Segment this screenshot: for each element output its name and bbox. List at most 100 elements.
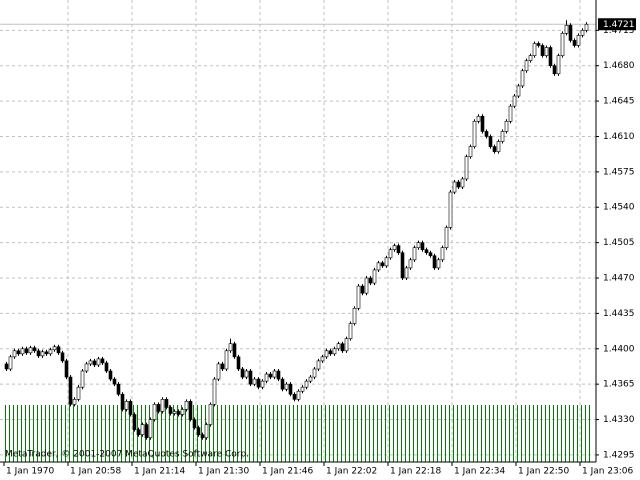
- candle-body: [224, 350, 229, 370]
- candle-body: [208, 404, 213, 425]
- candle-body: [84, 363, 89, 372]
- x-tick-label: 1 Jan 21:30: [198, 467, 250, 477]
- candle-body: [368, 277, 373, 284]
- candle-body: [456, 181, 461, 188]
- candle-body: [176, 411, 181, 415]
- candle-body: [340, 343, 345, 352]
- candle-body: [516, 85, 521, 97]
- y-tick-label: 1.4295: [603, 450, 635, 460]
- candle-body: [264, 373, 269, 382]
- candle-body: [484, 131, 489, 137]
- candle-body: [260, 380, 265, 388]
- candle-body: [528, 55, 533, 61]
- y-tick-label: 1.4715: [603, 26, 635, 36]
- candle-body: [8, 356, 13, 370]
- candle-body: [428, 252, 433, 257]
- y-tick-label: 1.4610: [603, 132, 635, 142]
- candle-body: [236, 356, 241, 370]
- candle-body: [252, 378, 257, 385]
- candle-body: [416, 242, 421, 248]
- x-tick-label: 1 Jan 22:18: [390, 467, 442, 477]
- candle-body: [436, 259, 441, 269]
- candle-body: [400, 252, 405, 279]
- candle-body: [136, 429, 141, 436]
- candle-body: [88, 360, 93, 365]
- candle-body: [348, 323, 353, 339]
- candle-body: [4, 363, 9, 370]
- x-tick-label: 1 Jan 22:50: [518, 467, 570, 477]
- candle-body: [480, 115, 485, 132]
- candle-body: [220, 363, 225, 370]
- candle-body: [124, 401, 129, 410]
- candle-body: [432, 255, 437, 269]
- candle-body: [408, 259, 413, 269]
- candle-body: [192, 419, 197, 428]
- candle-body: [108, 370, 113, 380]
- candle-body: [332, 348, 337, 355]
- candle-body: [316, 360, 321, 370]
- candle-body: [92, 360, 97, 366]
- candle-body: [72, 399, 77, 405]
- candle-body: [128, 401, 133, 415]
- candle-body: [280, 378, 285, 390]
- y-tick-label: 1.4470: [603, 274, 635, 284]
- candle-body: [304, 380, 309, 388]
- candle-body: [576, 35, 581, 46]
- candle-body: [80, 370, 85, 388]
- y-tick-label: 1.4435: [603, 309, 635, 319]
- candle-body: [232, 343, 237, 358]
- candle-body: [96, 358, 101, 366]
- candle-body: [228, 343, 233, 352]
- candle-body: [388, 249, 393, 259]
- candle-body: [508, 105, 513, 122]
- candle-body: [24, 348, 29, 354]
- candle-body: [372, 269, 377, 284]
- candle-body: [168, 407, 173, 414]
- x-tick-label: 1 Jan 1970: [6, 467, 54, 477]
- candle-body: [196, 427, 201, 436]
- candle-body: [240, 368, 245, 378]
- candle-body: [488, 136, 493, 147]
- y-tick-label: 1.4575: [603, 167, 635, 177]
- candle-body: [560, 33, 565, 56]
- candle-body: [376, 262, 381, 271]
- candle-body: [328, 350, 333, 355]
- candle-body: [500, 131, 505, 142]
- candle-body: [356, 285, 361, 309]
- candle-body: [452, 181, 457, 193]
- candle-body: [384, 257, 389, 267]
- candle-body: [200, 434, 205, 439]
- candle-body: [320, 356, 325, 362]
- candle-body: [120, 393, 125, 410]
- candle-body: [112, 378, 117, 385]
- candle-body: [48, 349, 53, 355]
- candle-body: [440, 247, 445, 261]
- candle-body: [380, 262, 385, 267]
- candle-body: [476, 115, 481, 122]
- candle-body: [424, 249, 429, 254]
- candle-body: [116, 383, 121, 395]
- candle-body: [104, 362, 109, 372]
- candle-body: [308, 376, 313, 382]
- candle-body: [164, 399, 169, 408]
- candle-body: [544, 47, 549, 56]
- candle-body: [360, 285, 365, 294]
- y-tick-label: 1.4365: [603, 380, 635, 390]
- candle-body: [40, 351, 45, 357]
- candle-body: [580, 30, 585, 36]
- candle-body: [324, 350, 329, 358]
- y-tick-label: 1.4540: [603, 203, 635, 213]
- candle-body: [20, 348, 25, 355]
- candle-body: [100, 358, 105, 364]
- candle-body: [56, 346, 61, 354]
- candle-body: [156, 404, 161, 412]
- x-tick-label: 1 Jan 21:14: [134, 467, 186, 477]
- candle-body: [296, 390, 301, 400]
- candle-body: [172, 411, 177, 414]
- candle-body: [32, 347, 37, 352]
- candle-body: [180, 409, 185, 415]
- candle-body: [344, 338, 349, 352]
- x-tick-label: 1 Jan 20:58: [70, 467, 122, 477]
